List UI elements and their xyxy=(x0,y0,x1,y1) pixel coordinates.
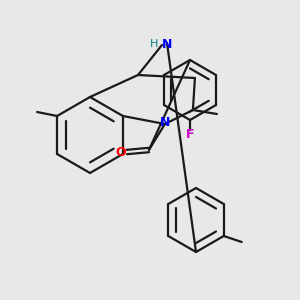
Text: O: O xyxy=(116,146,126,158)
Text: N: N xyxy=(160,116,170,130)
Text: H: H xyxy=(150,39,158,49)
Text: N: N xyxy=(162,38,172,50)
Text: F: F xyxy=(186,128,194,140)
